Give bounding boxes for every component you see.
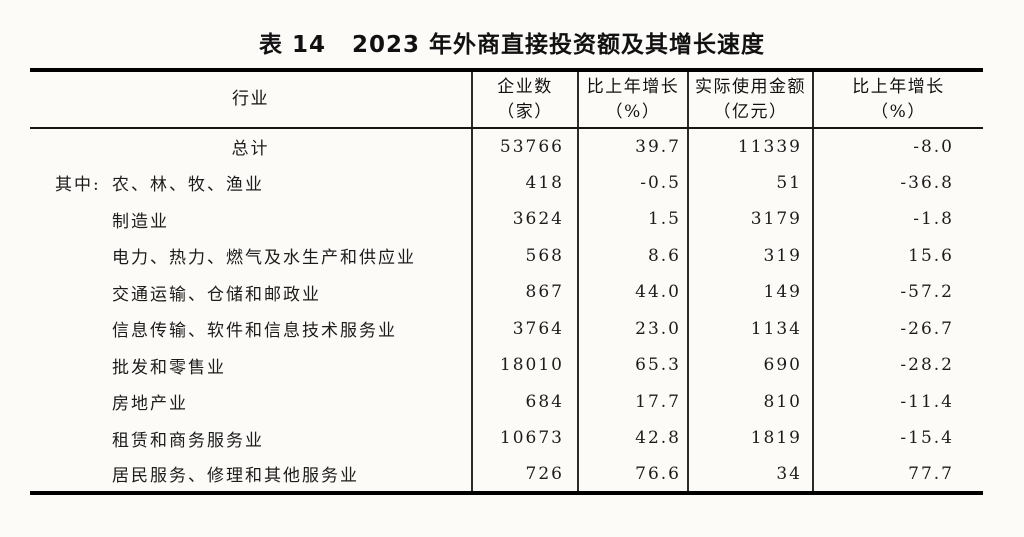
amount-growth-value: -36.8	[812, 164, 983, 201]
header-amount-growth-unit: （%）	[871, 101, 926, 122]
amount-growth-value: -8.0	[812, 128, 983, 165]
header-enterprises-growth: 比上年增长 （%）	[577, 70, 688, 129]
header-enterprises-growth-label: 比上年增长	[586, 76, 680, 97]
industry-name: 农、林、牧、渔业	[112, 175, 264, 196]
header-enterprises-unit: （家）	[497, 101, 553, 122]
amount-growth-value: -11.4	[812, 383, 983, 420]
amount-value: 690	[687, 347, 813, 384]
header-enterprises: 企业数 （家）	[471, 70, 578, 129]
industry-cell: 租赁和商务服务业	[30, 420, 472, 457]
enterprises-value: 3624	[471, 201, 578, 238]
enterprises-value: 568	[471, 237, 578, 274]
industry-cell: 信息传输、软件和信息技术服务业	[30, 311, 472, 348]
enterprises-growth-value: 8.6	[577, 237, 688, 274]
amount-value: 1134	[687, 310, 813, 347]
amount-growth-value: -28.2	[812, 347, 983, 384]
enterprises-growth-value: 76.6	[577, 456, 688, 493]
header-amount-label: 实际使用金额	[695, 76, 806, 97]
industry-name: 电力、热力、燃气及水生产和供应业	[112, 248, 416, 269]
amount-value: 810	[687, 383, 813, 420]
enterprises-growth-value: 42.8	[577, 420, 688, 457]
enterprises-value: 684	[471, 383, 578, 420]
industry-name: 房地产业	[112, 394, 188, 415]
amount-value: 149	[687, 274, 813, 311]
table-title: 表 14 2023 年外商直接投资额及其增长速度	[0, 0, 1024, 59]
industry-cell: 电力、热力、燃气及水生产和供应业	[30, 238, 472, 275]
industry-name: 居民服务、修理和其他服务业	[112, 466, 359, 487]
amount-value: 1819	[687, 420, 813, 457]
table-row: 信息传输、软件和信息技术服务业 3764 23.0 1134 -26.7	[30, 310, 983, 348]
industry-name: 信息传输、软件和信息技术服务业	[112, 321, 397, 342]
table-body: 总计 53766 39.7 11339 -8.0 其中: 农、林、牧、渔业 418…	[30, 128, 983, 493]
table-row: 居民服务、修理和其他服务业 726 76.6 34 77.7	[30, 456, 983, 494]
enterprises-value: 418	[471, 164, 578, 201]
enterprises-value: 3764	[471, 310, 578, 347]
industry-name: 租赁和商务服务业	[112, 430, 264, 451]
enterprises-value: 726	[471, 456, 578, 493]
amount-value: 51	[687, 164, 813, 201]
amount-growth-value: -1.8	[812, 201, 983, 238]
header-industry: 行业	[30, 70, 472, 129]
table-title-text: 2023 年外商直接投资额及其增长速度	[351, 32, 766, 58]
header-amount-unit: （亿元）	[713, 101, 788, 122]
table-row: 房地产业 684 17.7 810 -11.4	[30, 383, 983, 421]
industry-cell: 居民服务、修理和其他服务业	[30, 457, 472, 494]
table-row: 总计 53766 39.7 11339 -8.0	[30, 128, 983, 165]
enterprises-growth-value: 1.5	[577, 201, 688, 238]
table-row: 电力、热力、燃气及水生产和供应业 568 8.6 319 15.6	[30, 237, 983, 275]
enterprises-value: 867	[471, 274, 578, 311]
industry-cell: 其中: 农、林、牧、渔业	[30, 165, 472, 202]
row-group-prefix: 其中:	[55, 175, 101, 196]
table-row: 租赁和商务服务业 10673 42.8 1819 -15.4	[30, 420, 983, 457]
enterprises-growth-value: 44.0	[577, 274, 688, 311]
table-row: 制造业 3624 1.5 3179 -1.8	[30, 201, 983, 238]
table-row: 交通运输、仓储和邮政业 867 44.0 149 -57.2	[30, 274, 983, 311]
header-enterprises-label: 企业数	[497, 76, 553, 97]
table-number: 表 14	[258, 32, 326, 58]
enterprises-growth-value: 39.7	[577, 128, 688, 165]
industry-name: 总计	[231, 139, 270, 160]
industry-cell: 批发和零售业	[30, 347, 472, 384]
industry-cell: 总计	[30, 128, 472, 165]
industry-name: 批发和零售业	[112, 357, 226, 378]
header-enterprises-growth-unit: （%）	[605, 101, 661, 122]
table-row: 批发和零售业 18010 65.3 690 -28.2	[30, 347, 983, 384]
amount-value: 11339	[687, 128, 813, 165]
enterprises-value: 53766	[471, 128, 578, 165]
table-header: 行业 企业数 （家） 比上年增长 （%） 实际使用金额 （亿元） 比上年增长	[30, 70, 983, 129]
enterprises-growth-value: 65.3	[577, 347, 688, 384]
amount-growth-value: -57.2	[812, 274, 983, 311]
enterprises-value: 18010	[471, 347, 578, 384]
enterprises-growth-value: -0.5	[577, 164, 688, 201]
industry-cell: 房地产业	[30, 384, 472, 421]
table-row: 其中: 农、林、牧、渔业 418 -0.5 51 -36.8	[30, 164, 983, 202]
amount-growth-value: -26.7	[812, 310, 983, 347]
industry-name: 制造业	[112, 211, 169, 232]
enterprises-value: 10673	[471, 420, 578, 457]
header-amount: 实际使用金额 （亿元）	[687, 70, 813, 129]
amount-growth-value: 15.6	[812, 237, 983, 274]
industry-name: 交通运输、仓储和邮政业	[112, 284, 321, 305]
header-amount-growth: 比上年增长 （%）	[812, 70, 983, 129]
industry-cell: 制造业	[30, 201, 472, 238]
header-industry-label: 行业	[232, 89, 269, 109]
enterprises-growth-value: 17.7	[577, 383, 688, 420]
amount-value: 34	[687, 456, 813, 493]
header-amount-growth-label: 比上年增长	[852, 76, 945, 97]
amount-growth-value: 77.7	[812, 456, 983, 493]
amount-growth-value: -15.4	[812, 420, 983, 457]
amount-value: 319	[687, 237, 813, 274]
header-row: 行业 企业数 （家） 比上年增长 （%） 实际使用金额 （亿元） 比上年增长	[30, 70, 983, 129]
fdi-statistics-table: 行业 企业数 （家） 比上年增长 （%） 实际使用金额 （亿元） 比上年增长	[30, 68, 983, 495]
amount-value: 3179	[687, 201, 813, 238]
enterprises-growth-value: 23.0	[577, 310, 688, 347]
industry-cell: 交通运输、仓储和邮政业	[30, 274, 472, 311]
